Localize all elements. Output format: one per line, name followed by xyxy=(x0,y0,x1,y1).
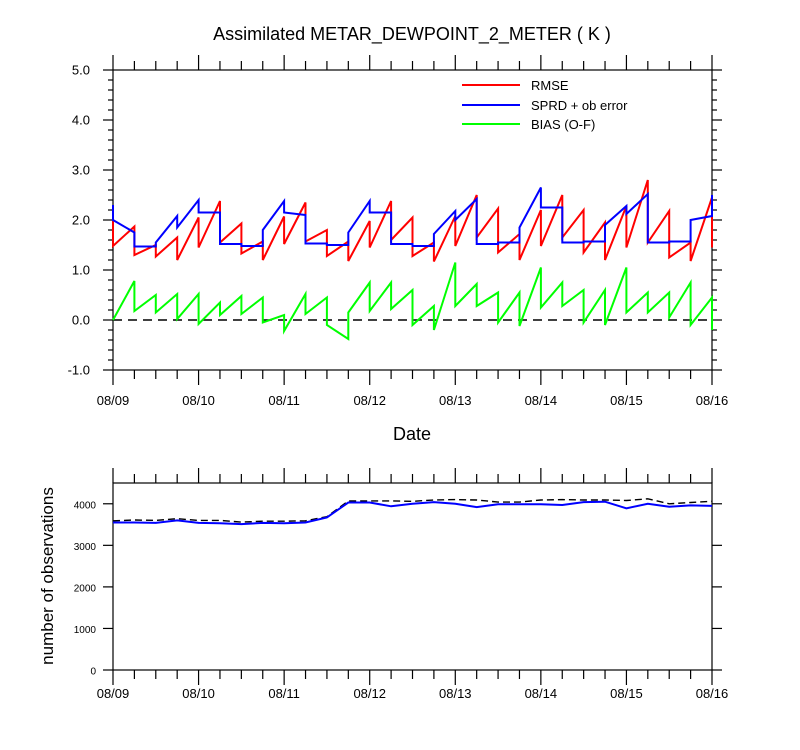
series-line-rmse xyxy=(112,179,713,262)
x-tick-label: 08/11 xyxy=(268,686,300,701)
chart-title: Assimilated METAR_DEWPOINT_2_METER ( K ) xyxy=(213,24,611,45)
x-axis-label: Date xyxy=(393,424,431,444)
y-tick-label: -1.0 xyxy=(68,363,90,378)
x-tick-label: 08/14 xyxy=(525,686,558,701)
legend-entry: SPRD + ob error xyxy=(531,98,628,113)
plot-frame xyxy=(112,482,713,671)
y-tick-label: 5.0 xyxy=(72,63,90,78)
x-tick-label: 08/16 xyxy=(696,686,729,701)
x-tick-label: 08/12 xyxy=(353,393,386,408)
x-tick-label: 08/09 xyxy=(97,393,130,408)
y-tick-label: 2000 xyxy=(74,583,97,594)
y-tick-label: 0 xyxy=(90,667,96,678)
y-tick-label: 4000 xyxy=(74,500,97,511)
y-tick-label: 3.0 xyxy=(72,163,90,178)
y-tick-label: 4.0 xyxy=(72,113,90,128)
y-tick-label: 3000 xyxy=(74,542,97,553)
y-tick-label: 0.0 xyxy=(72,313,90,328)
x-tick-label: 08/15 xyxy=(610,393,643,408)
legend-entry: BIAS (O-F) xyxy=(531,117,595,132)
rmse-bias-plot: 08/09 08/10 08/11 08/12 08/13 08/14 08/15 08/16… xyxy=(68,55,729,408)
y-tick-label: 1.0 xyxy=(72,263,90,278)
x-tick-label: 08/14 xyxy=(525,393,558,408)
legend-entry: RMSE xyxy=(531,78,569,93)
x-tick-label: 08/09 xyxy=(97,686,130,701)
x-tick-label: 08/16 xyxy=(696,393,729,408)
observation-count-plot: 08/09 08/10 08/11 08/12 08/13 08/14 08/15 08/16… xyxy=(74,468,729,701)
series-line-bias-o-f xyxy=(112,262,713,341)
y-axis-label-observations: number of observations xyxy=(38,487,57,665)
x-tick-label: 08/13 xyxy=(439,393,472,408)
y-tick-label: 2.0 xyxy=(72,213,90,228)
series-line-observations-assimilated xyxy=(113,500,713,526)
x-tick-label: 08/13 xyxy=(439,686,472,701)
x-tick-label: 08/12 xyxy=(353,686,386,701)
series-line-observations-possible xyxy=(112,498,713,523)
x-tick-label: 08/10 xyxy=(182,686,215,701)
x-tick-label: 08/15 xyxy=(610,686,643,701)
y-tick-label: 1000 xyxy=(74,625,97,636)
series-line-sprd-ob-error xyxy=(112,187,713,248)
x-tick-label: 08/10 xyxy=(182,393,215,408)
x-tick-label: 08/11 xyxy=(268,393,300,408)
